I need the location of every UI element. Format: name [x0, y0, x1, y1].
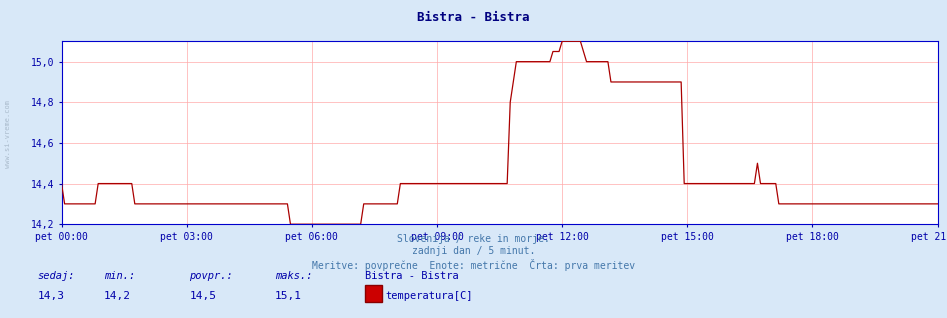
Text: maks.:: maks.:: [275, 272, 313, 281]
Text: sedaj:: sedaj:: [38, 272, 76, 281]
Text: www.si-vreme.com: www.si-vreme.com: [5, 100, 10, 168]
Text: Bistra - Bistra: Bistra - Bistra: [418, 11, 529, 24]
Text: temperatura[C]: temperatura[C]: [385, 291, 473, 301]
Text: Meritve: povprečne  Enote: metrične  Črta: prva meritev: Meritve: povprečne Enote: metrične Črta:…: [312, 259, 635, 271]
Text: 15,1: 15,1: [275, 291, 302, 301]
Text: Slovenija / reke in morje.: Slovenija / reke in morje.: [397, 234, 550, 244]
Text: zadnji dan / 5 minut.: zadnji dan / 5 minut.: [412, 246, 535, 256]
Text: povpr.:: povpr.:: [189, 272, 233, 281]
Text: min.:: min.:: [104, 272, 135, 281]
Text: 14,5: 14,5: [189, 291, 217, 301]
Text: 14,2: 14,2: [104, 291, 132, 301]
Text: Bistra - Bistra: Bistra - Bistra: [365, 272, 458, 281]
Text: 14,3: 14,3: [38, 291, 65, 301]
